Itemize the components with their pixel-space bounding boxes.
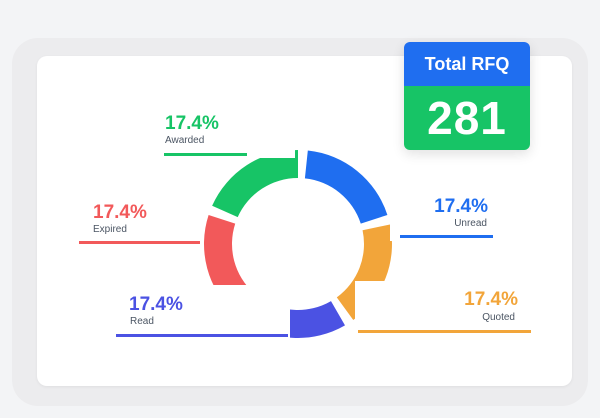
label-read: 17.4% Read — [115, 285, 290, 340]
total-rfq-value: 281 — [404, 86, 530, 150]
awarded-underline — [164, 153, 247, 156]
awarded-label: Awarded — [165, 135, 205, 146]
label-quoted: 17.4% Quoted — [355, 281, 533, 336]
expired-label: Expired — [93, 224, 127, 235]
expired-underline — [79, 241, 200, 244]
unread-label: Unread — [454, 218, 487, 229]
awarded-percent: 17.4% — [165, 113, 219, 134]
unread-underline — [400, 235, 493, 238]
read-underline — [116, 334, 288, 337]
donut-segment-quoted — [336, 224, 392, 321]
donut-segment-unread — [304, 150, 388, 224]
total-rfq-box: Total RFQ 281 — [404, 42, 530, 150]
donut-segment-awarded — [212, 150, 298, 218]
expired-percent: 17.4% — [93, 202, 147, 223]
label-expired: 17.4% Expired — [78, 192, 203, 247]
unread-percent: 17.4% — [434, 196, 488, 217]
read-label: Read — [130, 316, 154, 327]
read-percent: 17.4% — [129, 294, 183, 315]
quoted-underline — [358, 330, 531, 333]
label-awarded: 17.4% Awarded — [150, 103, 295, 158]
label-unread: 17.4% Unread — [390, 186, 505, 241]
quoted-percent: 17.4% — [464, 289, 518, 310]
quoted-label: Quoted — [482, 312, 515, 323]
total-rfq-title: Total RFQ — [404, 42, 530, 86]
